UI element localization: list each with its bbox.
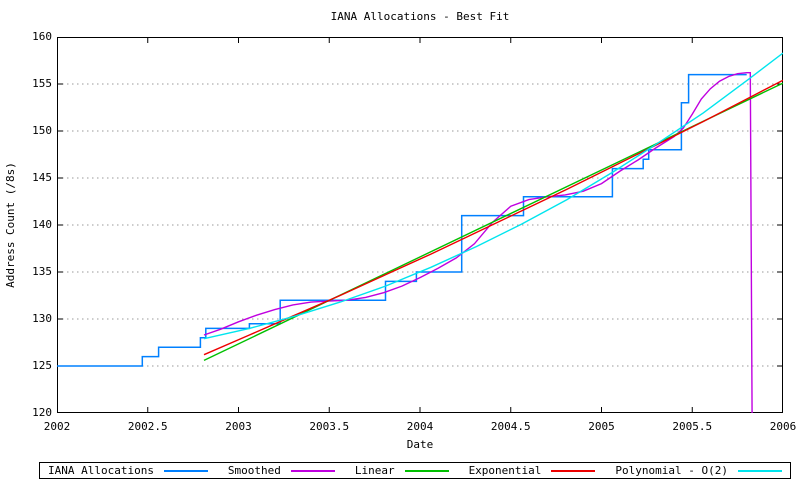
y-tick-label: 125 — [32, 359, 52, 372]
y-tick-label: 130 — [32, 312, 52, 325]
series-line-polynomial-o-2 — [203, 52, 783, 340]
series-line-iana-allocations — [57, 73, 747, 367]
legend-item-iana-allocations: IANA Allocations — [48, 464, 208, 477]
x-tick-label: 2006 — [769, 420, 797, 433]
x-tick-label: 2005 — [588, 420, 615, 433]
x-tick-label: 2002 — [43, 420, 71, 433]
legend-item-exponential: Exponential — [469, 464, 596, 477]
y-tick-label: 120 — [32, 406, 52, 419]
x-axis-label: Date — [406, 438, 434, 451]
legend-label: Smoothed — [227, 464, 281, 477]
y-tick-label: 155 — [32, 77, 52, 90]
legend-label: IANA Allocations — [48, 464, 154, 477]
y-tick-label: 140 — [32, 218, 52, 231]
plot-border — [57, 37, 783, 413]
legend-label: Polynomial - O(2) — [615, 464, 728, 477]
x-tick-label: 2005.5 — [672, 420, 713, 433]
x-tick-label: 2004.5 — [490, 420, 531, 433]
legend-label: Exponential — [468, 464, 542, 477]
x-tick-label: 2002.5 — [127, 420, 168, 433]
y-tick-label: 145 — [32, 171, 52, 184]
x-tick-label: 2004 — [406, 420, 434, 433]
legend-line-sample — [290, 469, 335, 472]
x-tick-label: 2003.5 — [309, 420, 350, 433]
legend-item-smoothed: Smoothed — [228, 464, 335, 477]
y-tick-label: 135 — [32, 265, 52, 278]
x-tick-label: 2003 — [225, 420, 252, 433]
y-tick-label: 150 — [32, 124, 52, 137]
legend-label: Linear — [354, 464, 395, 477]
series-line-smoothed — [203, 72, 753, 413]
y-tick-label: 160 — [32, 30, 52, 43]
legend-line-sample — [404, 469, 449, 472]
plot-area — [57, 37, 783, 413]
series-line-exponential — [203, 79, 783, 356]
legend-line-sample — [163, 469, 208, 472]
legend-line-sample — [737, 469, 782, 472]
chart-title: IANA Allocations - Best Fit — [330, 10, 510, 23]
legend-box: IANA Allocations Smoothed Linear Exponentia… — [39, 462, 791, 479]
legend-item-polynomial-o-2: Polynomial - O(2) — [615, 464, 782, 477]
legend-item-linear: Linear — [355, 464, 449, 477]
legend-line-sample — [551, 469, 596, 472]
